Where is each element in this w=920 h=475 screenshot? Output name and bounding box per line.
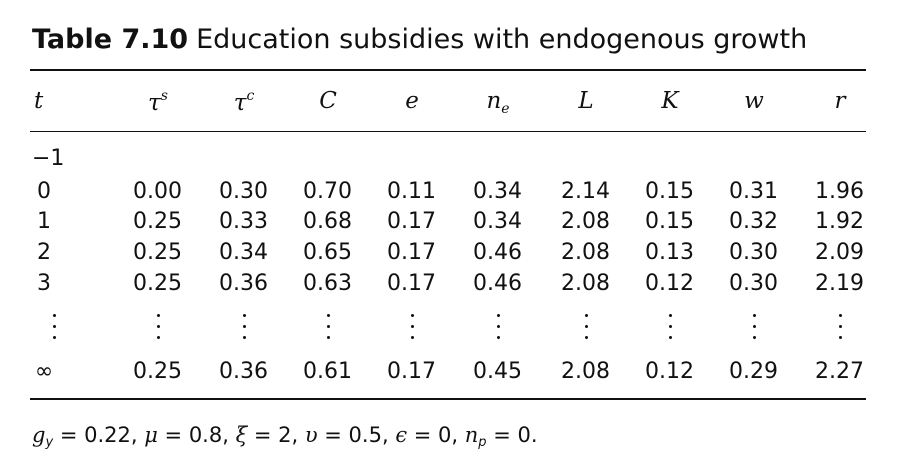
table-cell: 0.63 xyxy=(303,271,352,296)
table-cell: 0.15 xyxy=(645,209,694,234)
row-period: 1 xyxy=(37,209,51,234)
column-header: w xyxy=(744,88,764,114)
parameter-subscript: p xyxy=(478,435,487,450)
column-header: K xyxy=(661,88,679,114)
table-cell: 0.68 xyxy=(303,209,352,234)
vertical-ellipsis xyxy=(493,314,503,347)
table-cell: 0.30 xyxy=(729,271,778,296)
parameter-symbol: μ xyxy=(144,423,158,447)
table-cell: 2.08 xyxy=(561,240,610,265)
row-period: 0 xyxy=(37,179,51,204)
table-cell: 0.29 xyxy=(729,359,778,384)
table-cell: 0.25 xyxy=(133,209,182,234)
vertical-ellipsis xyxy=(323,314,333,347)
table-cell: 0.34 xyxy=(219,240,268,265)
table-cell: 0.17 xyxy=(387,209,436,234)
table-cell: 0.25 xyxy=(133,240,182,265)
table-cell: 2.09 xyxy=(815,240,864,265)
parameter-value: = 0.8, xyxy=(157,423,236,447)
row-period: 3 xyxy=(37,271,51,296)
table-cell: 0.17 xyxy=(387,240,436,265)
table-cell: 0.33 xyxy=(219,209,268,234)
table-cell: 0.30 xyxy=(729,240,778,265)
parameter-symbol: ξ xyxy=(235,423,248,447)
vertical-ellipsis xyxy=(665,314,675,347)
table-cell: 0.15 xyxy=(645,179,694,204)
table-cell: 1.96 xyxy=(815,179,864,204)
row-period: ∞ xyxy=(34,359,54,384)
column-header: ne xyxy=(486,88,510,117)
table-caption: Table 7.10 Education subsidies with endog… xyxy=(32,24,807,55)
column-header: e xyxy=(405,88,419,114)
table-cell: 2.08 xyxy=(561,359,610,384)
header-rule xyxy=(30,131,866,132)
row-period: 2 xyxy=(37,240,51,265)
table-footnote: gy = 0.22, μ = 0.8, ξ = 2, υ = 0.5, ϵ = … xyxy=(32,423,538,450)
table-cell: 0.36 xyxy=(219,271,268,296)
table-cell: 0.12 xyxy=(645,359,694,384)
table-cell: 0.70 xyxy=(303,179,352,204)
vertical-ellipsis xyxy=(835,314,845,347)
vertical-ellipsis xyxy=(581,314,591,347)
vertical-ellipsis xyxy=(239,314,249,347)
vertical-ellipsis xyxy=(749,314,759,347)
table-cell: 0.00 xyxy=(133,179,182,204)
top-rule xyxy=(30,69,866,71)
column-header: τs xyxy=(148,88,168,116)
column-header: τc xyxy=(233,88,255,116)
table-cell: 0.17 xyxy=(387,359,436,384)
table-cell: 0.13 xyxy=(645,240,694,265)
parameter-value: = 0.22, xyxy=(53,423,145,447)
table-cell: 2.08 xyxy=(561,209,610,234)
table-cell: 0.30 xyxy=(219,179,268,204)
bottom-rule xyxy=(30,398,866,400)
parameter-value: = 2, xyxy=(247,423,305,447)
column-header: t xyxy=(34,88,44,114)
column-header: L xyxy=(578,88,594,114)
row-period: −1 xyxy=(32,146,65,171)
table-cell: 0.25 xyxy=(133,271,182,296)
column-header: r xyxy=(834,88,846,114)
vertical-ellipsis xyxy=(49,314,59,347)
table-cell: 0.45 xyxy=(473,359,522,384)
table-number: Table 7.10 xyxy=(32,24,189,55)
table-cell: 0.36 xyxy=(219,359,268,384)
parameter-symbol: υ xyxy=(304,423,318,447)
table-cell: 0.25 xyxy=(133,359,182,384)
parameter-value: = 0. xyxy=(486,423,538,447)
parameter-symbol: g xyxy=(32,423,46,447)
table-cell: 0.61 xyxy=(303,359,352,384)
table-cell: 0.34 xyxy=(473,179,522,204)
vertical-ellipsis xyxy=(153,314,163,347)
table-cell: 0.32 xyxy=(729,209,778,234)
table-cell: 2.08 xyxy=(561,271,610,296)
parameter-value: = 0, xyxy=(407,423,465,447)
table-cell: 0.17 xyxy=(387,271,436,296)
column-header: C xyxy=(319,88,337,114)
parameter-symbol: ϵ xyxy=(395,423,408,447)
table-cell: 0.12 xyxy=(645,271,694,296)
parameter-subscript: y xyxy=(45,435,54,450)
table-cell: 0.46 xyxy=(473,240,522,265)
table-cell: 0.11 xyxy=(387,179,436,204)
table-cell: 2.19 xyxy=(815,271,864,296)
table-cell: 0.46 xyxy=(473,271,522,296)
table-cell: 2.27 xyxy=(815,359,864,384)
table-title: Education subsidies with endogenous grow… xyxy=(196,24,808,55)
table-cell: 0.34 xyxy=(473,209,522,234)
table-cell: 1.92 xyxy=(815,209,864,234)
parameter-symbol: n xyxy=(464,423,479,447)
table-cell: 0.31 xyxy=(729,179,778,204)
table-cell: 2.14 xyxy=(561,179,610,204)
table-cell: 0.65 xyxy=(303,240,352,265)
parameter-value: = 0.5, xyxy=(317,423,396,447)
vertical-ellipsis xyxy=(407,314,417,347)
